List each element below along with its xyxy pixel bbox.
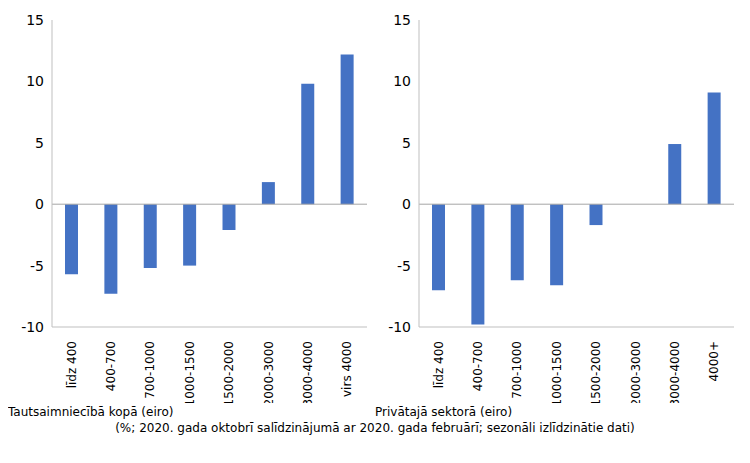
svg-text:-10: -10 — [21, 319, 44, 335]
svg-text:-5: -5 — [30, 258, 44, 274]
html-text:(%; 2020. gada oktobrī salīdzi: (%; 2020. gada oktobrī salīdzinājumā ar … — [115, 421, 635, 435]
svg-text:400-700: 400-700 — [471, 341, 485, 391]
html-text:Tautsaimniecībā kopā (eiro): Tautsaimniecībā kopā (eiro) — [8, 405, 174, 419]
svg-text:-10: -10 — [388, 319, 411, 335]
svg-text:5: 5 — [35, 135, 44, 151]
svg-text:10: 10 — [393, 73, 411, 89]
svg-text:0: 0 — [402, 196, 411, 212]
svg-text:2000-3000: 2000-3000 — [262, 341, 276, 403]
svg-text:1500-2000: 1500-2000 — [589, 341, 603, 403]
svg-text:10: 10 — [26, 73, 44, 89]
svg-text:2000-3000: 2000-3000 — [629, 341, 643, 403]
svg-text:4000+: 4000+ — [707, 341, 721, 382]
svg-text:1500-2000: 1500-2000 — [222, 341, 236, 403]
svg-text:līdz 400: līdz 400 — [65, 341, 79, 388]
svg-text:700-1000: 700-1000 — [143, 341, 157, 399]
svg-text:līdz 400: līdz 400 — [432, 341, 446, 388]
svg-text:5: 5 — [402, 135, 411, 151]
svg-text:3000-4000: 3000-4000 — [301, 341, 315, 403]
svg-text:0: 0 — [35, 196, 44, 212]
svg-text:3000-4000: 3000-4000 — [668, 341, 682, 403]
svg-text:1000-1500: 1000-1500 — [183, 341, 197, 403]
svg-text:700-1000: 700-1000 — [510, 341, 524, 399]
svg-text:virs 4000: virs 4000 — [340, 341, 354, 397]
svg-text:15: 15 — [393, 12, 411, 28]
html-text:Privātajā sektorā (eiro): Privātajā sektorā (eiro) — [375, 405, 513, 419]
svg-text:1000-1500: 1000-1500 — [550, 341, 564, 403]
svg-text:400-700: 400-700 — [104, 341, 118, 391]
svg-text:15: 15 — [26, 12, 44, 28]
svg-text:-5: -5 — [397, 258, 411, 274]
